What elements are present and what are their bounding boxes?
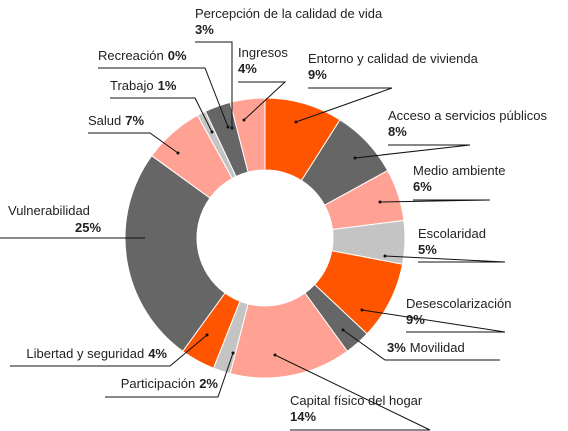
- category-label: Movilidad: [410, 340, 465, 355]
- category-label: Vulnerabilidad: [8, 203, 90, 218]
- leader-line: [342, 329, 500, 361]
- value-label: 3%: [195, 22, 214, 37]
- value-label: 4%: [238, 61, 257, 76]
- leader-dot: [210, 130, 214, 134]
- label: Libertad y seguridad 4%: [26, 346, 167, 361]
- leader-dot: [242, 118, 246, 122]
- category-label: Trabajo: [110, 78, 154, 93]
- leader-dot: [205, 333, 209, 337]
- value-label: 9%: [406, 312, 425, 327]
- label: Trabajo 1%: [110, 78, 177, 93]
- category-label: Medio ambiente: [413, 163, 506, 178]
- leader-dot: [294, 120, 298, 124]
- donut-segment: [124, 155, 226, 352]
- label: Participación 2%: [121, 376, 219, 391]
- leader-line: [379, 199, 491, 203]
- value-label: 14%: [290, 409, 316, 424]
- leader-line: [10, 334, 208, 367]
- leader-dot: [273, 353, 277, 357]
- value-label: 1%: [158, 78, 177, 93]
- value-label: 7%: [125, 113, 144, 128]
- leader-line: [98, 67, 229, 128]
- value-label: 5%: [418, 242, 437, 257]
- label: Salud 7%: [88, 113, 144, 128]
- category-label: Entorno y calidad de vivienda: [308, 51, 479, 66]
- value-label: 0%: [168, 48, 187, 63]
- leader-line: [238, 81, 287, 121]
- category-label: Percepción de la calidad de vida: [195, 6, 383, 21]
- leader-line: [384, 255, 506, 263]
- leader-dot: [378, 200, 382, 204]
- category-label: Ingresos: [238, 45, 288, 60]
- category-label: Escolaridad: [418, 226, 486, 241]
- leader-dot: [353, 156, 357, 160]
- leader-dot: [360, 308, 364, 312]
- leader-line: [354, 144, 471, 159]
- category-label: Capital físico del hogar: [290, 393, 423, 408]
- value-label: 6%: [413, 179, 432, 194]
- leader-line: [110, 97, 213, 133]
- leader-line: [295, 87, 393, 123]
- donut-segment: [229, 97, 266, 173]
- leader-line: [361, 309, 506, 333]
- category-label: Desescolarización: [406, 296, 512, 311]
- leader-line: [105, 352, 234, 398]
- leader-line: [274, 354, 431, 431]
- leader-dot: [226, 125, 230, 129]
- category-label: Salud: [88, 113, 121, 128]
- value-label: 9%: [308, 67, 327, 82]
- value-label: 2%: [199, 376, 218, 391]
- leader-dot: [230, 126, 234, 130]
- leader-line: [88, 132, 179, 154]
- value-label: 4%: [148, 346, 167, 361]
- label: 3% Movilidad: [387, 340, 465, 355]
- category-label: Acceso a servicios públicos: [388, 108, 547, 123]
- value-label: 25%: [75, 220, 101, 235]
- leader-line: [195, 41, 233, 128]
- leader-dot: [231, 351, 235, 355]
- value-label: 8%: [388, 124, 407, 139]
- label: Recreación 0%: [98, 48, 187, 63]
- leader-dot: [176, 151, 180, 155]
- leader-dot: [341, 328, 345, 332]
- category-label: Libertad y seguridad: [26, 346, 144, 361]
- category-label: Participación: [121, 376, 195, 391]
- category-label: Recreación: [98, 48, 164, 63]
- leader-dot: [383, 254, 387, 258]
- value-label: 3%: [387, 340, 406, 355]
